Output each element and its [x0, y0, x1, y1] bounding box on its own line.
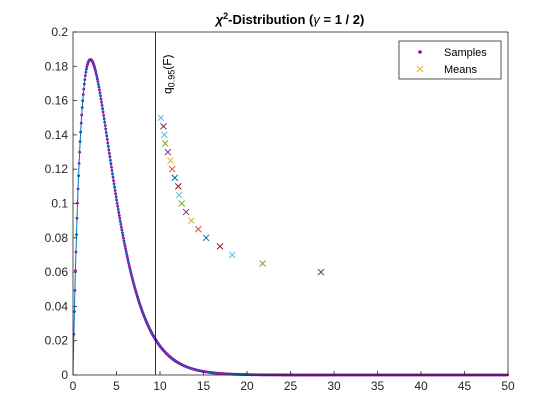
mean-marker-stroke: [259, 260, 267, 267]
x-tick-label: 5: [113, 379, 120, 393]
mean-marker: [171, 174, 179, 182]
mean-marker-stroke: [168, 165, 176, 173]
legend-samples-marker: [418, 50, 422, 54]
means-layer: [157, 114, 325, 276]
y-tick-label: 0.06: [45, 265, 69, 279]
mean-marker: [160, 122, 167, 130]
ticks-layer: 0 5 10 15 20 25 30 35 40 45 50 0 0.02 0.04 0.06 0.08 0.1…: [45, 25, 515, 393]
mean-marker-stroke: [157, 114, 165, 122]
legend-samples-label: Samples: [444, 47, 487, 59]
y-tick-label: 0.16: [45, 94, 69, 108]
y-tick-label: 0.1: [51, 197, 68, 211]
mean-marker: [157, 114, 165, 122]
mean-marker: [175, 191, 183, 199]
mean-marker-stroke: [228, 251, 236, 259]
mean-marker: [174, 182, 182, 190]
mean-marker-stroke: [174, 182, 182, 190]
mean-marker: [202, 234, 210, 242]
x-tick-label: 35: [371, 379, 385, 393]
plot-area: [73, 32, 508, 375]
mean-marker: [161, 140, 169, 147]
x-tick-label: 15: [197, 379, 211, 393]
mean-marker: [187, 217, 195, 225]
x-tick-label: 20: [240, 379, 254, 393]
mean-marker: [164, 148, 172, 156]
y-tick-label: 0.2: [51, 25, 68, 39]
mean-marker: [317, 268, 325, 276]
y-tick-label: 0.14: [45, 128, 69, 142]
x-tick-label: 25: [284, 379, 298, 393]
mean-marker: [168, 165, 176, 173]
mean-marker: [194, 225, 202, 233]
mean-marker-stroke: [164, 148, 172, 156]
mean-marker-stroke: [175, 191, 183, 199]
legend: Samples Means: [398, 40, 502, 80]
y-tick-label: 0.04: [45, 299, 69, 313]
x-tick-label: 0: [70, 379, 77, 393]
x-tick-label: 30: [327, 379, 341, 393]
mean-marker-stroke: [167, 157, 174, 164]
x-tick-label: 45: [458, 379, 472, 393]
mean-marker: [216, 243, 224, 250]
y-tick-label: 0.08: [45, 231, 69, 245]
quantile-label: q0.95(F): [161, 54, 177, 94]
legend-means-label: Means: [444, 64, 478, 76]
x-tick-label: 50: [501, 379, 515, 393]
legend-box: [398, 40, 502, 80]
mean-marker-stroke: [178, 200, 186, 207]
mean-marker: [160, 131, 168, 139]
mean-marker-stroke: [216, 243, 224, 250]
x-tick-label: 40: [414, 379, 428, 393]
mean-marker-stroke: [160, 131, 168, 139]
y-tick-label: 0.02: [45, 334, 69, 348]
mean-marker: [178, 200, 186, 207]
mean-marker-stroke: [161, 140, 169, 147]
y-tick-label: 0: [61, 368, 68, 382]
mean-marker-stroke: [317, 268, 325, 276]
mean-marker: [259, 260, 267, 267]
x-tick-label: 10: [153, 379, 167, 393]
mean-marker-stroke: [171, 174, 179, 182]
quantile-layer: q0.95(F): [155, 32, 177, 375]
mean-marker: [167, 157, 174, 164]
y-tick-label: 0.12: [45, 162, 69, 176]
mean-marker: [182, 208, 190, 216]
mean-marker-stroke: [187, 217, 195, 225]
chart-title: χ2-Distribution (γ = 1 / 2): [214, 11, 365, 27]
legend-means-marker: [416, 65, 424, 73]
mean-marker-stroke: [160, 122, 167, 130]
mean-marker-stroke: [182, 208, 190, 216]
mean-marker-stroke: [194, 225, 202, 233]
y-tick-label: 0.18: [45, 59, 69, 73]
mean-marker-stroke: [202, 234, 210, 242]
mean-marker: [228, 251, 236, 259]
